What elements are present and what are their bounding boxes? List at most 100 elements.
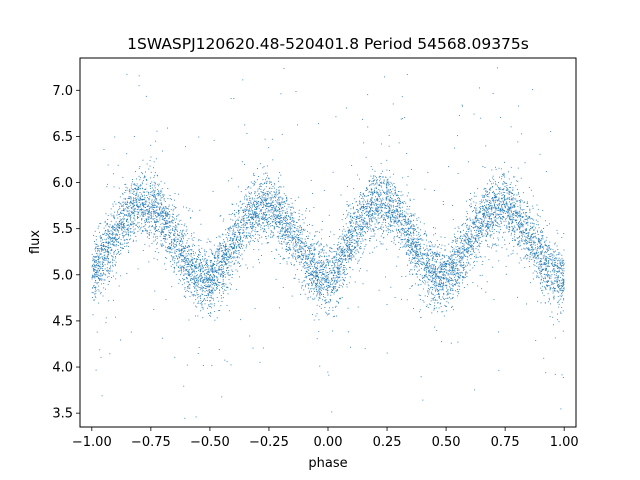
data-point <box>265 218 267 220</box>
data-point <box>512 199 514 201</box>
data-point <box>462 250 464 252</box>
data-point <box>429 289 431 291</box>
data-point <box>129 202 131 204</box>
data-point <box>160 231 162 233</box>
data-point <box>243 231 245 233</box>
data-point <box>508 171 510 173</box>
data-point <box>302 284 304 286</box>
data-point <box>99 279 101 281</box>
data-point <box>435 289 437 291</box>
data-point <box>493 224 494 226</box>
data-point <box>171 252 173 254</box>
data-point <box>349 223 351 224</box>
data-point <box>254 211 256 213</box>
data-point <box>404 215 406 217</box>
data-point <box>412 257 414 258</box>
data-point <box>125 208 127 210</box>
data-point <box>544 245 546 247</box>
data-point <box>435 276 437 278</box>
data-point <box>183 295 185 297</box>
data-point <box>204 253 206 255</box>
data-point <box>276 205 278 207</box>
data-point <box>217 254 219 256</box>
data-point <box>194 283 196 285</box>
data-point <box>397 217 399 219</box>
data-point <box>503 189 505 191</box>
data-point <box>433 272 435 274</box>
data-point <box>518 226 520 228</box>
data-point <box>248 216 249 218</box>
data-point <box>213 277 215 278</box>
data-point <box>530 189 532 191</box>
data-point <box>555 261 556 263</box>
data-point <box>350 216 351 218</box>
data-point <box>214 285 216 287</box>
data-point <box>402 194 404 196</box>
data-point <box>485 193 486 195</box>
data-point <box>92 265 93 267</box>
data-point <box>115 278 117 280</box>
data-point <box>325 264 327 266</box>
data-point <box>453 262 455 264</box>
data-point <box>405 231 407 233</box>
data-point <box>192 262 194 264</box>
data-point <box>220 261 222 262</box>
data-point <box>524 241 526 242</box>
data-point <box>287 231 289 233</box>
data-point <box>130 198 132 200</box>
data-point <box>185 234 187 236</box>
data-point <box>526 212 527 214</box>
data-point <box>424 268 426 270</box>
data-point <box>227 250 229 252</box>
data-point <box>211 266 213 268</box>
data-point <box>106 276 108 278</box>
data-point <box>414 229 416 230</box>
data-point <box>227 293 229 295</box>
data-point <box>486 201 488 203</box>
data-point <box>423 233 425 235</box>
data-point <box>529 249 531 251</box>
data-point <box>516 237 518 239</box>
data-point <box>102 233 104 235</box>
data-point <box>456 273 458 275</box>
data-point <box>149 187 151 189</box>
data-point <box>403 239 405 241</box>
data-point <box>410 231 412 233</box>
data-point <box>334 287 336 289</box>
data-point <box>506 248 508 250</box>
data-point <box>325 270 327 272</box>
data-point <box>511 215 513 217</box>
data-point <box>370 202 372 204</box>
data-point <box>323 262 325 264</box>
data-point <box>431 277 433 279</box>
data-point <box>437 276 439 278</box>
data-point <box>161 230 163 232</box>
data-point <box>100 291 102 293</box>
data-point <box>455 246 457 248</box>
data-point <box>454 273 456 275</box>
data-point <box>289 226 291 228</box>
data-point <box>277 236 279 238</box>
data-point <box>467 239 469 241</box>
data-point <box>427 261 428 263</box>
data-point <box>357 211 359 213</box>
data-point <box>561 286 563 288</box>
data-point <box>362 231 364 233</box>
data-point <box>332 289 334 291</box>
data-point <box>94 243 96 245</box>
data-point <box>337 268 339 270</box>
data-point <box>424 276 426 278</box>
data-point <box>364 206 366 207</box>
data-point <box>550 248 552 250</box>
data-point <box>546 256 548 258</box>
data-point <box>393 193 395 195</box>
data-point <box>344 270 345 272</box>
data-point <box>233 228 234 230</box>
data-point <box>473 238 475 240</box>
data-point <box>328 285 330 287</box>
data-point <box>378 180 380 182</box>
data-point <box>131 192 133 194</box>
data-point <box>286 229 287 231</box>
data-point <box>121 247 123 249</box>
data-point <box>150 213 152 215</box>
